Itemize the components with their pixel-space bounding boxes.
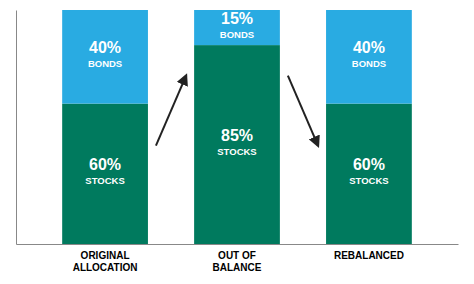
series-label: STOCKS <box>349 175 388 186</box>
x-axis: ORIGINALALLOCATION OUT OFBALANCE REBALANCE… <box>17 245 459 273</box>
bar-segment <box>62 104 148 244</box>
x-tick-label: OUT OFBALANCE <box>213 250 262 273</box>
arrow <box>288 76 318 146</box>
value-label: 40% <box>353 39 385 56</box>
series-label: BONDS <box>352 58 386 69</box>
chart: 60% STOCKS 85% STOCKS 60% STOCKS 40% BONDS 15% BO… <box>0 0 474 284</box>
bar-segment <box>326 104 412 244</box>
arrow <box>156 76 186 146</box>
y-axis-line <box>16 11 17 245</box>
bars <box>62 10 412 244</box>
series-label: STOCKS <box>85 175 124 186</box>
value-label: 85% <box>221 127 253 144</box>
bar-segment <box>62 10 148 104</box>
bar-segment <box>194 10 280 45</box>
bar-segment <box>326 10 412 104</box>
series-label: BONDS <box>220 29 254 40</box>
x-tick-label: ORIGINALALLOCATION <box>73 250 138 273</box>
value-label: 60% <box>353 156 385 173</box>
x-axis-line <box>17 244 459 245</box>
arrows <box>156 76 318 146</box>
data-labels: 60% STOCKS 85% STOCKS 60% STOCKS 40% BONDS 15% BO… <box>85 10 388 186</box>
y-axis <box>16 11 17 245</box>
series-label: STOCKS <box>217 146 256 157</box>
plot: 60% STOCKS 85% STOCKS 60% STOCKS 40% BONDS 15% BO… <box>17 10 459 273</box>
series-label: BONDS <box>88 58 122 69</box>
x-tick-label: REBALANCED <box>334 250 404 261</box>
bar-segment <box>194 45 280 244</box>
x-tick: ORIGINALALLOCATION <box>73 250 138 273</box>
x-tick: REBALANCED <box>334 250 404 261</box>
x-tick: OUT OFBALANCE <box>213 250 262 273</box>
value-label: 40% <box>89 39 121 56</box>
value-label: 60% <box>89 156 121 173</box>
value-label: 15% <box>221 10 253 27</box>
